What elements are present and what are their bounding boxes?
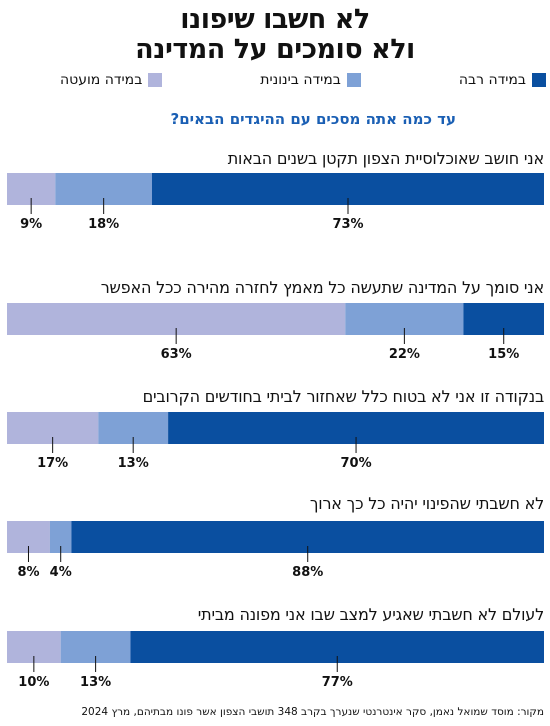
legend-swatch-high <box>531 73 546 87</box>
legend-swatch-medium <box>346 73 361 87</box>
data-label: 18% <box>88 217 119 232</box>
data-label: 17% <box>37 456 68 471</box>
statement-label: לא חשבתי שהפינוי יהיה כל כך ארוך <box>309 494 544 513</box>
data-label: 73% <box>332 217 363 232</box>
legend-label-medium: במידה בינונית <box>260 72 341 88</box>
data-label: 15% <box>488 347 519 362</box>
data-label: 88% <box>292 565 323 580</box>
survey-question: עד כמה אתה מסכים עם ההיגדים הבאים? <box>170 110 456 128</box>
data-label: 70% <box>340 456 371 471</box>
chart-title-line-2: ולא סומכים על המדינה <box>135 34 415 65</box>
legend-label-low: במידה מועטה <box>60 72 143 88</box>
data-label: 13% <box>118 456 149 471</box>
statement-label: אני סומך על המדינה שתעשה כל מאמץ לחזרה מ… <box>100 278 544 297</box>
legend-item-medium: במידה בינונית <box>260 72 361 88</box>
statement-label: בנקודה זו אני לא בטוח כלל שאחזור לביתי ב… <box>142 387 545 406</box>
data-label: 8% <box>17 565 39 580</box>
data-label: 10% <box>18 675 49 690</box>
legend-swatch-low <box>148 73 163 87</box>
legend-item-low: במידה מועטה <box>60 72 163 88</box>
data-label: 9% <box>20 217 42 232</box>
statement-label: אני חושב שאוכלוסיית הצפון תקטן בשנים הבא… <box>227 149 544 168</box>
source-note: מקור: מוסד שמואל נאמן, סקר אינטרנטי שנער… <box>81 706 544 718</box>
bar-segment-medium <box>49 521 72 553</box>
data-label: 13% <box>80 675 111 690</box>
legend-label-high: במידה רבה <box>458 72 526 88</box>
chart-title-line-1: לא חשבו שיפונו <box>180 4 370 35</box>
data-label: 77% <box>322 675 353 690</box>
data-label: 4% <box>50 565 72 580</box>
data-label: 63% <box>161 347 192 362</box>
data-label: 22% <box>389 347 420 362</box>
statement-label: לעולם לא חשבתי שאגיע למצב שבו אני מפונה … <box>197 605 544 624</box>
legend: במידה רבה במידה בינונית במידה מועטה <box>60 70 546 90</box>
legend-item-high: במידה רבה <box>459 72 546 88</box>
